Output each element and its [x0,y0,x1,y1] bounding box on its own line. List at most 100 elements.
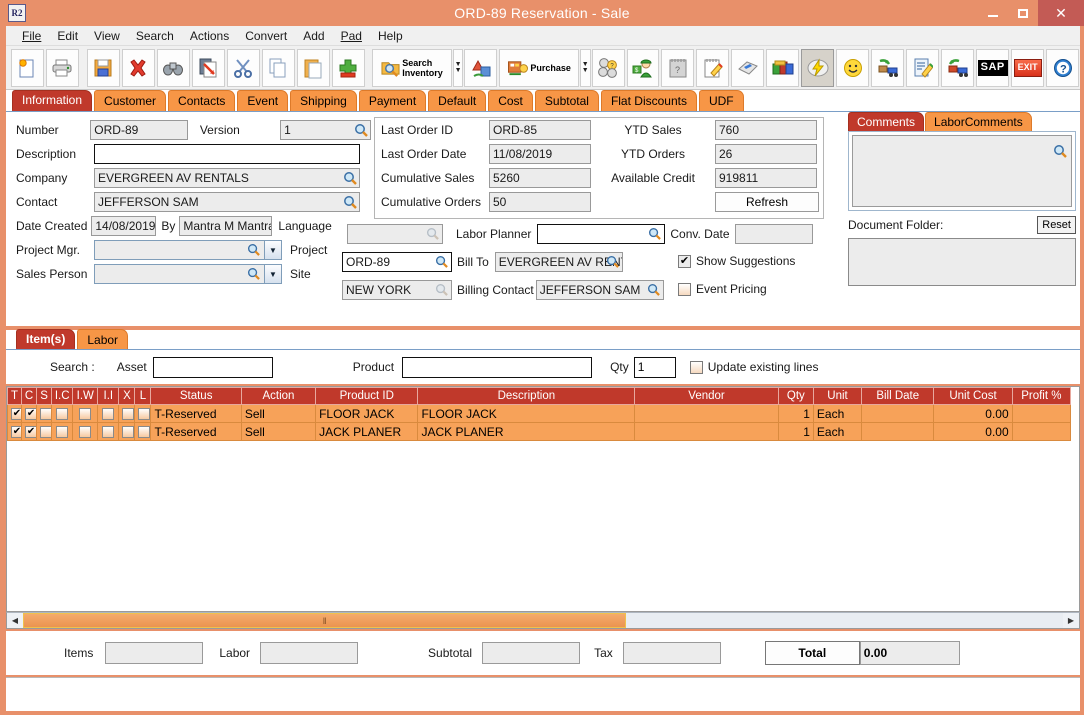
row1-vendor[interactable] [634,422,779,441]
row0-profit[interactable] [1011,404,1072,423]
row0-ic-checkbox[interactable] [56,407,69,420]
menu-item-view[interactable]: View [94,28,120,43]
help-icon[interactable]: ? [1046,48,1080,87]
row0-iw-checkbox[interactable] [79,407,92,420]
project-mgr-search-icon[interactable] [247,243,261,257]
table-row[interactable]: ✔ ✔ T-Reserved Sell JACK PLANER JACK PLA… [7,422,1072,441]
cut-scissors-icon[interactable] [226,48,260,87]
row0-unit-cost[interactable]: 0.00 [933,404,1013,423]
row0-ii-cell[interactable] [97,404,120,423]
row0-ii-checkbox[interactable] [102,407,115,420]
refresh-button[interactable]: Refresh [715,192,819,212]
add-plus-icon[interactable] [331,48,365,87]
row1-s-checkbox[interactable] [40,425,51,438]
row0-description[interactable]: FLOOR JACK [417,404,636,423]
row0-s-checkbox[interactable] [40,407,51,420]
version-field[interactable]: 1 [280,120,371,140]
project-mgr-dropdown-icon[interactable]: ▼ [264,241,281,259]
document-folder-field[interactable] [848,238,1076,286]
language-search-icon[interactable] [426,227,440,241]
row1-product-id[interactable]: JACK PLANER [315,422,419,441]
purchase-button[interactable]: Purchase [499,48,579,87]
tab-information[interactable]: Information [12,90,93,111]
contact-field[interactable]: JEFFERSON SAM [94,192,360,212]
labor-planner-field[interactable] [537,224,666,244]
row0-s-cell[interactable] [36,404,53,423]
document-arrow-icon[interactable] [191,48,225,87]
row0-c-checkbox[interactable]: ✔ [25,407,36,420]
search-inventory-button[interactable]: Search Inventory [372,48,452,87]
scroll-track[interactable]: ǁ [23,613,1063,628]
row0-t-cell[interactable]: ✔ [7,404,23,423]
row0-status[interactable]: T-Reserved [150,404,242,423]
row1-ic-cell[interactable] [51,422,74,441]
row1-bill-date[interactable] [861,422,935,441]
show-suggestions-row[interactable]: ✔ Show Suggestions [678,254,795,268]
col-vendor[interactable]: Vendor [634,387,779,405]
tab-default[interactable]: Default [428,90,487,111]
billing-contact-field[interactable]: JEFFERSON SAM [535,280,664,300]
col-x[interactable]: X [118,387,136,405]
row1-t-checkbox[interactable]: ✔ [11,425,22,438]
col-status[interactable]: Status [150,387,242,405]
col-unit[interactable]: Unit [812,387,863,405]
purchase-dropdown-icon[interactable]: ▼ ▼ [579,48,591,87]
menu-item-file[interactable]: File [22,28,42,43]
availability-icon[interactable]: ? [591,48,625,87]
reset-button[interactable]: Reset [1037,216,1076,234]
row1-c-checkbox[interactable]: ✔ [25,425,36,438]
row0-x-cell[interactable] [118,404,136,423]
scroll-left-icon[interactable]: ◀ [7,613,23,628]
col-description[interactable]: Description [417,387,636,405]
search-inventory-dropdown-icon[interactable]: ▼ ▼ [452,48,464,87]
project-search-icon[interactable] [435,255,449,269]
version-search-icon[interactable] [354,123,368,137]
sap-icon[interactable]: SAP [976,48,1010,87]
col-unit-cost[interactable]: Unit Cost [933,387,1013,405]
delete-icon[interactable] [121,48,155,87]
col-ii[interactable]: I.I [97,387,120,405]
crew-money-icon[interactable]: $ [626,48,660,87]
row1-s-cell[interactable] [36,422,53,441]
find-binoculars-icon[interactable] [156,48,190,87]
bill-to-field[interactable]: EVERGREEN AV RENTAL [494,252,623,272]
row1-description[interactable]: JACK PLANER [417,422,636,441]
tab-udf[interactable]: UDF [698,90,744,111]
transfer-icon[interactable] [464,48,498,87]
tab-cost[interactable]: Cost [488,90,533,111]
show-suggestions-checkbox[interactable]: ✔ [678,254,691,268]
row1-x-checkbox[interactable] [122,425,134,438]
company-field[interactable]: EVERGREEN AV RENTALS [94,168,360,188]
delivery-out-icon[interactable] [941,48,975,87]
total-button[interactable]: Total [764,641,860,665]
comments-search-icon[interactable] [1053,144,1067,158]
conv-date-field[interactable] [734,224,813,244]
notepad-icon[interactable]: ? [661,48,695,87]
row1-ii-checkbox[interactable] [102,425,115,438]
quick-action-icon[interactable] [801,48,835,87]
col-action[interactable]: Action [240,387,317,405]
row1-profit[interactable] [1011,422,1072,441]
tab-flat-discounts[interactable]: Flat Discounts [600,90,697,111]
product-input[interactable] [402,356,593,378]
contact-search-icon[interactable] [343,195,357,209]
tab-items[interactable]: Item(s) [16,329,76,349]
row1-ii-cell[interactable] [97,422,120,441]
row1-l-cell[interactable] [134,422,152,441]
scroll-right-icon[interactable]: ▶ [1063,613,1079,628]
qty-input[interactable]: 1 [633,356,676,378]
row0-unit[interactable]: Each [812,404,863,423]
col-l[interactable]: L [134,387,152,405]
tab-subtotal[interactable]: Subtotal [534,90,599,111]
menu-item-convert[interactable]: Convert [245,28,288,43]
new-document-icon[interactable] [11,48,44,87]
project-mgr-field[interactable] [95,241,264,259]
row1-t-cell[interactable]: ✔ [7,422,23,441]
row1-l-checkbox[interactable] [138,425,150,438]
col-bill-date[interactable]: Bill Date [861,387,935,405]
smiley-icon[interactable] [836,48,870,87]
row1-qty[interactable]: 1 [777,422,814,441]
row0-product-id[interactable]: FLOOR JACK [315,404,419,423]
company-search-icon[interactable] [343,171,357,185]
event-pricing-checkbox[interactable] [678,282,691,296]
